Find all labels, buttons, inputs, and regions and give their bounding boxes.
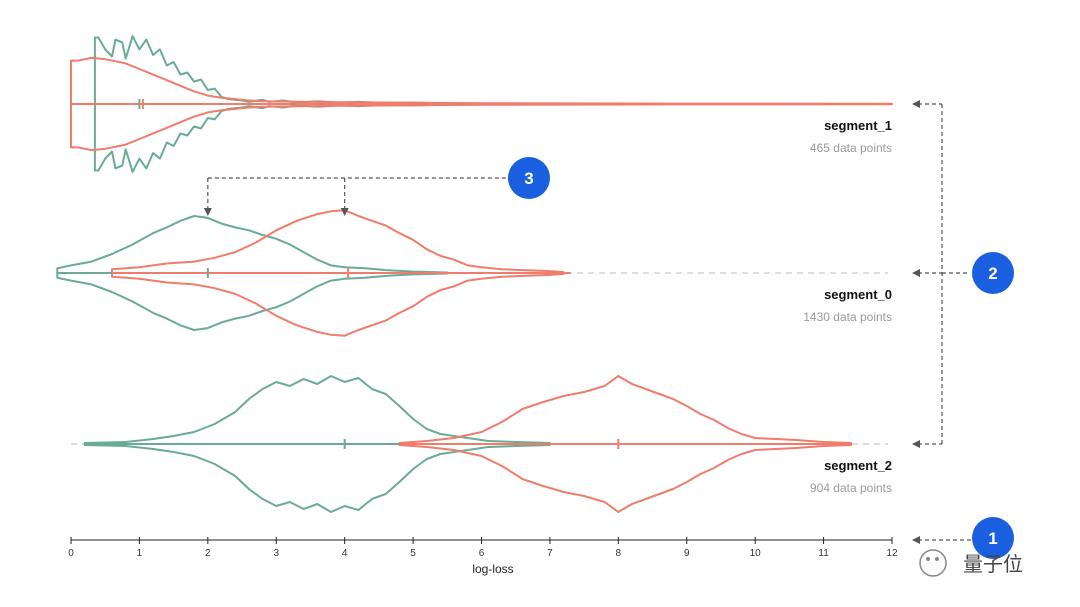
x-tick-label: 3 [273,548,279,559]
segment-count: 1430 data points [803,310,892,324]
arrow-head [340,208,349,216]
arrow-head [912,269,920,277]
watermark-text: 量子位 [963,552,1023,576]
arrow-head [912,536,920,544]
watermark-icon [919,549,947,577]
segment-name: segment_0 [824,287,892,302]
violin-red [398,375,852,513]
x-tick-label: 9 [684,548,690,559]
annotation-badge-label: 1 [988,529,997,548]
x-tick-label: 8 [616,548,622,559]
violin-layer [56,35,893,513]
x-tick-label: 4 [342,548,348,559]
x-axis: 0 1 2 3 4 5 6 7 8 9 10 11 12 log-loss [68,537,898,576]
violin-segment_0 [56,209,888,337]
arrow-head [203,208,212,216]
annotation-badge-label: 2 [988,264,997,283]
watermark-icon-dot [935,557,939,561]
x-tick-label: 10 [750,548,762,559]
annotation-badge [972,517,1014,559]
watermark: 量子位 [919,549,1023,577]
violin-segment_1 [70,35,893,173]
arrow-head [912,100,920,108]
x-tick-label: 7 [547,548,553,559]
arrow-head [912,440,920,448]
segment-name: segment_1 [824,118,892,133]
annotation-layer: 3 2 1 [203,100,1014,559]
x-axis-ticks: 0 1 2 3 4 5 6 7 8 9 10 11 12 [68,537,898,559]
segment-name: segment_2 [824,458,892,473]
x-tick-label: 6 [479,548,485,559]
x-tick-label: 2 [205,548,211,559]
x-axis-label: log-loss [472,562,513,576]
x-tick-label: 0 [68,548,74,559]
watermark-icon-dot [926,557,930,561]
violin-segment_2 [71,375,888,513]
x-tick-label: 11 [818,548,829,559]
x-tick-label: 5 [410,548,416,559]
segment-labels: segment_1 465 data points segment_0 1430 da… [803,118,892,495]
annotation-badge [972,252,1014,294]
annotation-badge [508,157,550,199]
segment-count: 904 data points [810,481,892,495]
x-tick-label: 12 [886,548,898,559]
segment-count: 465 data points [810,141,892,155]
annotation-badge-label: 3 [524,169,533,188]
x-tick-label: 1 [137,548,143,559]
